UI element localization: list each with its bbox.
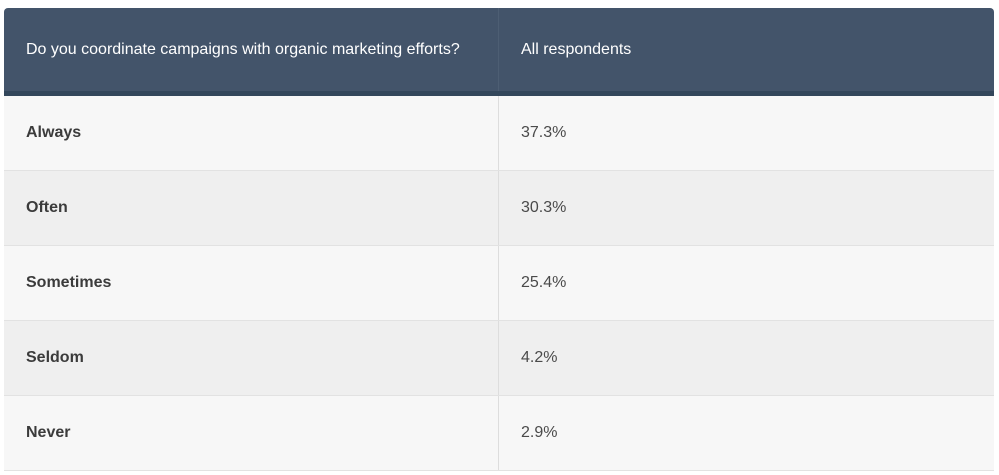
answer-label: Always [4, 96, 499, 170]
answer-label: Never [4, 396, 499, 470]
table-row: Always 37.3% [4, 96, 994, 171]
header-question: Do you coordinate campaigns with organic… [4, 8, 499, 91]
answer-label: Seldom [4, 321, 499, 395]
survey-table: Do you coordinate campaigns with organic… [4, 8, 994, 475]
answer-value: 4.2% [521, 349, 558, 366]
answer-value: 37.3% [521, 124, 567, 141]
answer-value: 25.4% [521, 274, 567, 291]
table-row: Seldom 4.2% [4, 321, 994, 396]
answer-value: 2.9% [521, 424, 558, 441]
answer-value: 30.3% [521, 199, 567, 216]
header-respondents: All respondents [521, 40, 632, 58]
table-row: Sometimes 25.4% [4, 246, 994, 321]
table-row: Never 2.9% [4, 396, 994, 471]
table-header: Do you coordinate campaigns with organic… [4, 8, 994, 96]
table-row: Often 30.3% [4, 171, 994, 246]
answer-label: Sometimes [4, 246, 499, 320]
answer-label: Often [4, 171, 499, 245]
